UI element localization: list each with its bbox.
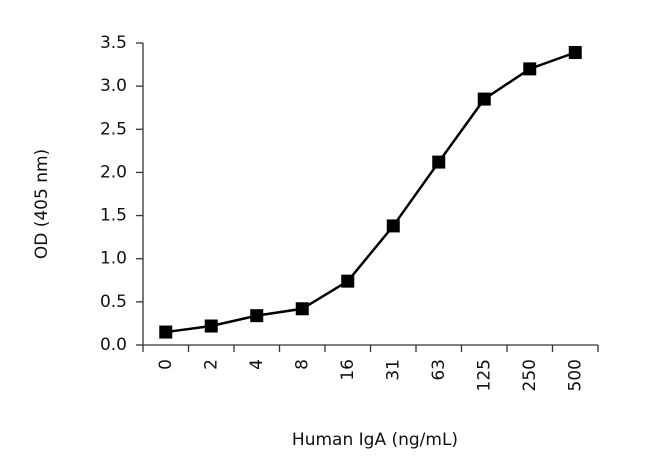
y-tick-label: 0.0 [100, 335, 127, 355]
x-tick-label: 8 [292, 359, 312, 370]
y-axis-label: OD (405 nm) [32, 149, 52, 259]
point-marker [386, 219, 400, 233]
point-marker [523, 62, 537, 76]
x-tick-label: 4 [247, 359, 267, 370]
x-tick-label: 63 [429, 359, 449, 381]
y-tick-label: 2.5 [100, 119, 127, 139]
x-axis-label: Human IgA (ng/mL) [292, 430, 458, 450]
x-tick-label: 0 [156, 359, 176, 370]
x-tick-label: 16 [338, 359, 358, 381]
x-tick-label: 250 [520, 359, 540, 391]
point-marker [341, 274, 355, 288]
y-tick-label: 1.5 [100, 206, 127, 226]
x-tick-label: 31 [383, 359, 403, 381]
y-tick-label: 2.0 [100, 162, 127, 182]
x-tick-label: 500 [565, 359, 585, 391]
y-tick-label: 3.5 [100, 33, 127, 53]
point-marker [295, 302, 309, 316]
point-marker [432, 155, 446, 169]
x-tick-label: 125 [474, 359, 494, 391]
point-marker [477, 92, 491, 106]
point-marker [204, 319, 218, 333]
point-marker [159, 325, 173, 339]
y-tick-label: 1.0 [100, 249, 127, 269]
point-marker [568, 45, 582, 59]
point-marker [250, 309, 264, 323]
x-tick-label: 2 [201, 359, 221, 370]
y-tick-label: 3.0 [100, 76, 127, 96]
y-tick-label: 0.5 [100, 292, 127, 312]
series-line [165, 51, 576, 334]
